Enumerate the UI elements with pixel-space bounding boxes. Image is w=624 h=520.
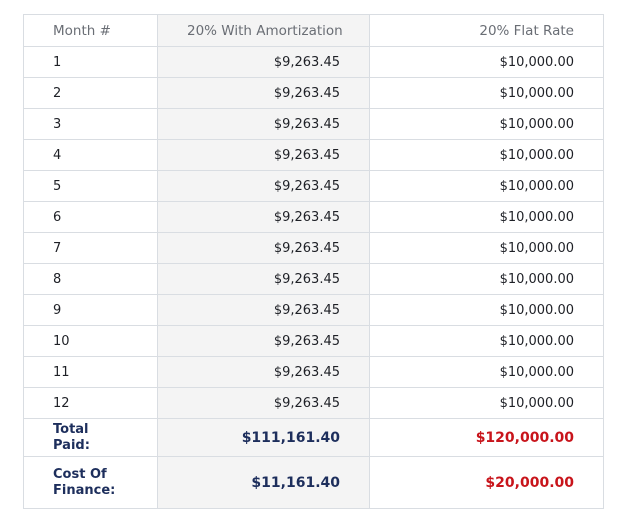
amortization-cell: $9,263.45 [157,356,370,388]
cost-of-finance-amortization: $11,161.40 [157,456,370,509]
flat-rate-cell: $10,000.00 [369,387,604,419]
month-cell: 11 [23,356,158,388]
month-cell: 7 [23,232,158,264]
flat-rate-cell: $10,000.00 [369,46,604,78]
table-body: 1 $9,263.45 $10,000.00 2 $9,263.45 $10,0… [23,46,604,509]
amortization-cell: $9,263.45 [157,46,370,78]
table-row: 11 $9,263.45 $10,000.00 [23,356,604,388]
flat-rate-cell: $10,000.00 [369,108,604,140]
flat-rate-cell: $10,000.00 [369,356,604,388]
flat-rate-cell: $10,000.00 [369,170,604,202]
comparison-table-container: Month # 20% With Amortization 20% Flat R… [23,14,604,509]
amortization-cell: $9,263.45 [157,77,370,109]
month-cell: 6 [23,201,158,233]
amortization-cell: $9,263.45 [157,325,370,357]
flat-rate-cell: $10,000.00 [369,263,604,295]
table-row: 5 $9,263.45 $10,000.00 [23,170,604,202]
month-cell: 1 [23,46,158,78]
amortization-cell: $9,263.45 [157,170,370,202]
finance-comparison-table: Month # 20% With Amortization 20% Flat R… [23,14,604,509]
total-paid-row: Total Paid: $111,161.40 $120,000.00 [23,418,604,457]
month-cell: 2 [23,77,158,109]
table-row: 12 $9,263.45 $10,000.00 [23,387,604,419]
amortization-cell: $9,263.45 [157,294,370,326]
table-row: 2 $9,263.45 $10,000.00 [23,77,604,109]
total-paid-flat-rate: $120,000.00 [369,418,604,457]
flat-rate-cell: $10,000.00 [369,77,604,109]
month-cell: 3 [23,108,158,140]
header-amortization: 20% With Amortization [157,14,370,47]
month-cell: 5 [23,170,158,202]
table-row: 7 $9,263.45 $10,000.00 [23,232,604,264]
month-cell: 12 [23,387,158,419]
amortization-cell: $9,263.45 [157,108,370,140]
cost-of-finance-label: Cost Of Finance: [23,456,158,509]
flat-rate-cell: $10,000.00 [369,139,604,171]
month-cell: 10 [23,325,158,357]
table-row: 3 $9,263.45 $10,000.00 [23,108,604,140]
flat-rate-cell: $10,000.00 [369,201,604,233]
cost-of-finance-flat-rate: $20,000.00 [369,456,604,509]
table-row: 9 $9,263.45 $10,000.00 [23,294,604,326]
table-row: 8 $9,263.45 $10,000.00 [23,263,604,295]
table-header: Month # 20% With Amortization 20% Flat R… [23,14,604,47]
header-month: Month # [23,14,158,47]
amortization-cell: $9,263.45 [157,387,370,419]
amortization-cell: $9,263.45 [157,139,370,171]
table-row: 1 $9,263.45 $10,000.00 [23,46,604,78]
header-flat-rate: 20% Flat Rate [369,14,604,47]
month-cell: 4 [23,139,158,171]
cost-of-finance-row: Cost Of Finance: $11,161.40 $20,000.00 [23,456,604,509]
month-cell: 9 [23,294,158,326]
amortization-cell: $9,263.45 [157,232,370,264]
month-cell: 8 [23,263,158,295]
flat-rate-cell: $10,000.00 [369,325,604,357]
amortization-cell: $9,263.45 [157,201,370,233]
flat-rate-cell: $10,000.00 [369,294,604,326]
table-row: 6 $9,263.45 $10,000.00 [23,201,604,233]
table-row: 10 $9,263.45 $10,000.00 [23,325,604,357]
total-paid-amortization: $111,161.40 [157,418,370,457]
table-row: 4 $9,263.45 $10,000.00 [23,139,604,171]
total-paid-label: Total Paid: [23,418,158,457]
amortization-cell: $9,263.45 [157,263,370,295]
header-row: Month # 20% With Amortization 20% Flat R… [23,14,604,47]
flat-rate-cell: $10,000.00 [369,232,604,264]
